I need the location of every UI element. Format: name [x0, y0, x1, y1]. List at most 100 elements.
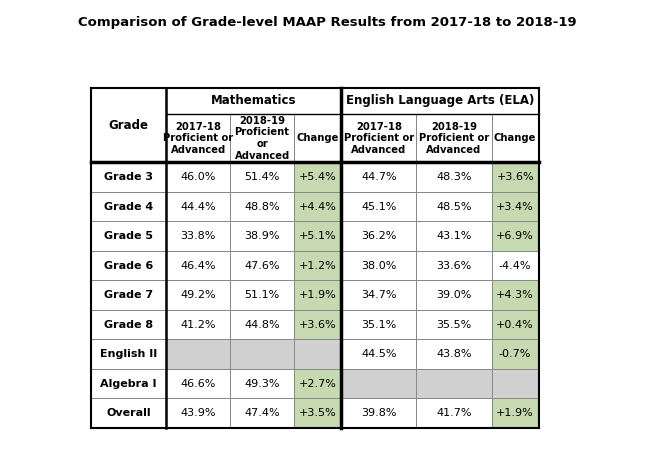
Bar	[491, 310, 539, 340]
Bar	[91, 340, 166, 369]
Text: 43.9%: 43.9%	[180, 408, 216, 418]
Bar	[417, 369, 491, 398]
Bar	[294, 310, 341, 340]
Bar	[230, 251, 294, 280]
Text: 41.2%: 41.2%	[180, 319, 216, 330]
Bar	[417, 398, 491, 428]
Bar	[91, 163, 166, 192]
Bar	[91, 88, 166, 163]
Bar	[417, 192, 491, 221]
Bar	[417, 310, 491, 340]
Bar	[341, 192, 417, 221]
Bar	[91, 310, 166, 340]
Bar	[166, 280, 230, 310]
Text: 43.8%: 43.8%	[436, 349, 472, 359]
Text: +0.4%: +0.4%	[496, 319, 534, 330]
Text: 44.5%: 44.5%	[361, 349, 396, 359]
Text: 2018-19
Proficient
or
Advanced: 2018-19 Proficient or Advanced	[234, 116, 290, 161]
Bar	[491, 114, 539, 163]
Bar	[91, 251, 166, 280]
Bar	[91, 221, 166, 251]
Text: 51.4%: 51.4%	[244, 172, 280, 182]
Bar	[491, 398, 539, 428]
Bar	[341, 398, 417, 428]
Text: Comparison of Grade-level MAAP Results from 2017-18 to 2018-19: Comparison of Grade-level MAAP Results f…	[78, 16, 577, 29]
Text: 43.1%: 43.1%	[436, 231, 472, 241]
Text: +2.7%: +2.7%	[299, 379, 337, 389]
Text: 47.6%: 47.6%	[244, 261, 280, 271]
Bar	[230, 221, 294, 251]
Bar	[417, 221, 491, 251]
Text: 34.7%: 34.7%	[361, 290, 396, 300]
Bar	[294, 114, 341, 163]
Text: 47.4%: 47.4%	[244, 408, 280, 418]
Text: 48.3%: 48.3%	[436, 172, 472, 182]
Bar	[341, 369, 417, 398]
Bar	[166, 398, 230, 428]
Bar	[417, 114, 491, 163]
Bar	[230, 310, 294, 340]
Bar	[417, 251, 491, 280]
Text: +6.9%: +6.9%	[496, 231, 534, 241]
Text: Change: Change	[494, 133, 536, 143]
Text: 38.9%: 38.9%	[244, 231, 280, 241]
Text: 39.8%: 39.8%	[361, 408, 396, 418]
Bar	[166, 251, 230, 280]
Bar	[341, 88, 538, 114]
Bar	[166, 114, 230, 163]
Bar	[166, 192, 230, 221]
Text: Grade: Grade	[109, 119, 149, 132]
Bar	[166, 340, 230, 369]
Text: +4.3%: +4.3%	[496, 290, 534, 300]
Text: Grade 7: Grade 7	[104, 290, 153, 300]
Text: +4.4%: +4.4%	[299, 202, 337, 212]
Bar	[230, 398, 294, 428]
Text: Grade 6: Grade 6	[104, 261, 153, 271]
Bar	[491, 192, 539, 221]
Bar	[230, 163, 294, 192]
Text: +3.5%: +3.5%	[299, 408, 337, 418]
Text: 48.5%: 48.5%	[436, 202, 472, 212]
Text: Change: Change	[297, 133, 339, 143]
Text: Grade 8: Grade 8	[104, 319, 153, 330]
Bar	[341, 280, 417, 310]
Text: -0.7%: -0.7%	[499, 349, 531, 359]
Bar	[294, 251, 341, 280]
Text: +1.9%: +1.9%	[496, 408, 534, 418]
Bar	[341, 221, 417, 251]
Text: +3.4%: +3.4%	[496, 202, 534, 212]
Text: 46.0%: 46.0%	[180, 172, 215, 182]
Text: 44.4%: 44.4%	[180, 202, 216, 212]
Text: 39.0%: 39.0%	[436, 290, 472, 300]
Bar	[417, 280, 491, 310]
Bar	[294, 192, 341, 221]
Bar	[491, 369, 539, 398]
Text: +5.4%: +5.4%	[299, 172, 337, 182]
Text: 46.4%: 46.4%	[180, 261, 216, 271]
Text: 46.6%: 46.6%	[180, 379, 215, 389]
Bar	[230, 340, 294, 369]
Bar	[91, 192, 166, 221]
Text: 45.1%: 45.1%	[361, 202, 396, 212]
Bar	[341, 340, 417, 369]
Text: +3.6%: +3.6%	[496, 172, 534, 182]
Bar	[166, 310, 230, 340]
Text: 38.0%: 38.0%	[361, 261, 396, 271]
Text: 33.6%: 33.6%	[436, 261, 472, 271]
Text: Overall: Overall	[106, 408, 151, 418]
Bar	[294, 398, 341, 428]
Bar	[230, 114, 294, 163]
Text: +1.2%: +1.2%	[299, 261, 337, 271]
Text: 33.8%: 33.8%	[180, 231, 215, 241]
Text: +3.6%: +3.6%	[299, 319, 337, 330]
Bar	[491, 280, 539, 310]
Text: 2017-18
Proficient or
Advanced: 2017-18 Proficient or Advanced	[163, 121, 233, 155]
Bar	[341, 251, 417, 280]
Text: Mathematics: Mathematics	[211, 94, 297, 107]
Bar	[166, 88, 341, 114]
Bar	[417, 163, 491, 192]
Bar	[491, 340, 539, 369]
Text: 36.2%: 36.2%	[361, 231, 396, 241]
Text: Grade 4: Grade 4	[104, 202, 153, 212]
Text: English Language Arts (ELA): English Language Arts (ELA)	[346, 94, 534, 107]
